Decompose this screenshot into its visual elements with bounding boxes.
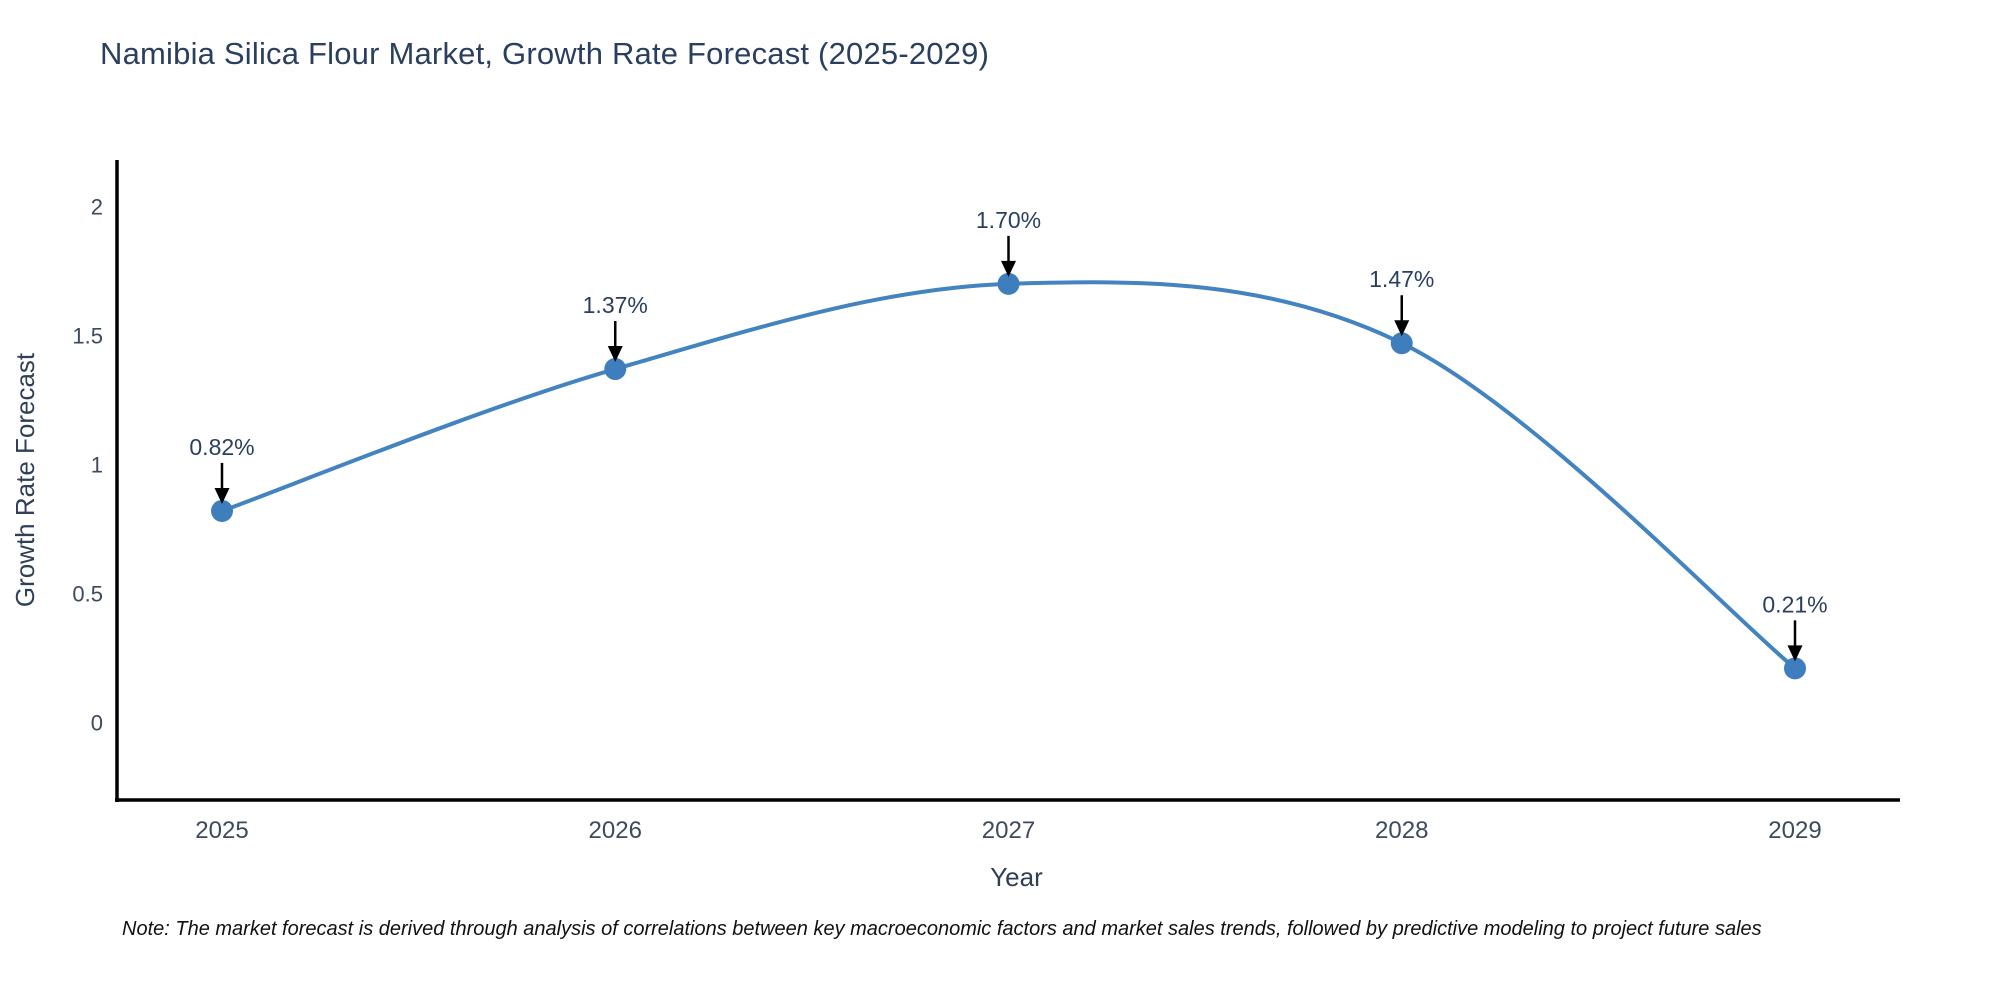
x-tick-label: 2025 [195,817,248,844]
x-axis-title: Year [990,862,1043,892]
x-tick-label: 2029 [1768,817,1821,844]
arrow-down-icon [214,487,230,504]
trend-line [220,280,1797,671]
y-tick-label: 0 [91,711,103,736]
data-point-label: 0.82% [189,434,254,460]
data-point-label: 0.21% [1762,591,1827,617]
y-axis-title: Growth Rate Forecast [10,352,40,607]
data-point-label: 1.70% [976,207,1041,233]
y-tick-label: 1 [91,453,103,478]
data-point-label: 1.47% [1369,266,1434,292]
x-tick-label: 2027 [982,817,1035,844]
y-tick-label: 1.5 [72,323,103,348]
arrow-down-icon [1394,320,1410,337]
data-point-marker [604,358,627,381]
data-point-annotation: 1.70% [976,207,1041,277]
arrow-down-icon [607,346,623,363]
x-tick-label: 2026 [589,817,642,844]
data-point-marker [997,272,1020,295]
data-point-annotation: 0.82% [189,434,255,504]
data-point-annotation: 0.21% [1762,591,1828,662]
annotations-group: 0.82% 1.37% 1.70% 1.47% 0.21% [189,207,1828,662]
data-point-marker [1784,657,1806,680]
data-point-annotation: 1.47% [1369,266,1434,337]
arrow-down-icon [1001,260,1016,277]
chart-title: Namibia Silica Flour Market, Growth Rate… [100,36,990,71]
data-point-label: 1.37% [583,292,648,318]
x-tick-label: 2028 [1375,817,1428,844]
y-tick-label: 0.5 [72,582,103,607]
arrow-down-icon [1787,645,1803,662]
axis-ticks-group: 0 0.5 1 1.5 2 2025 2026 2027 2028 2029 [72,194,1821,844]
data-point-annotation: 1.37% [583,292,648,363]
series-group [211,272,1806,680]
data-point-marker [211,499,233,522]
y-tick-label: 2 [91,194,103,219]
data-point-marker [1390,332,1413,355]
footnote: Note: The market forecast is derived thr… [122,918,1762,940]
